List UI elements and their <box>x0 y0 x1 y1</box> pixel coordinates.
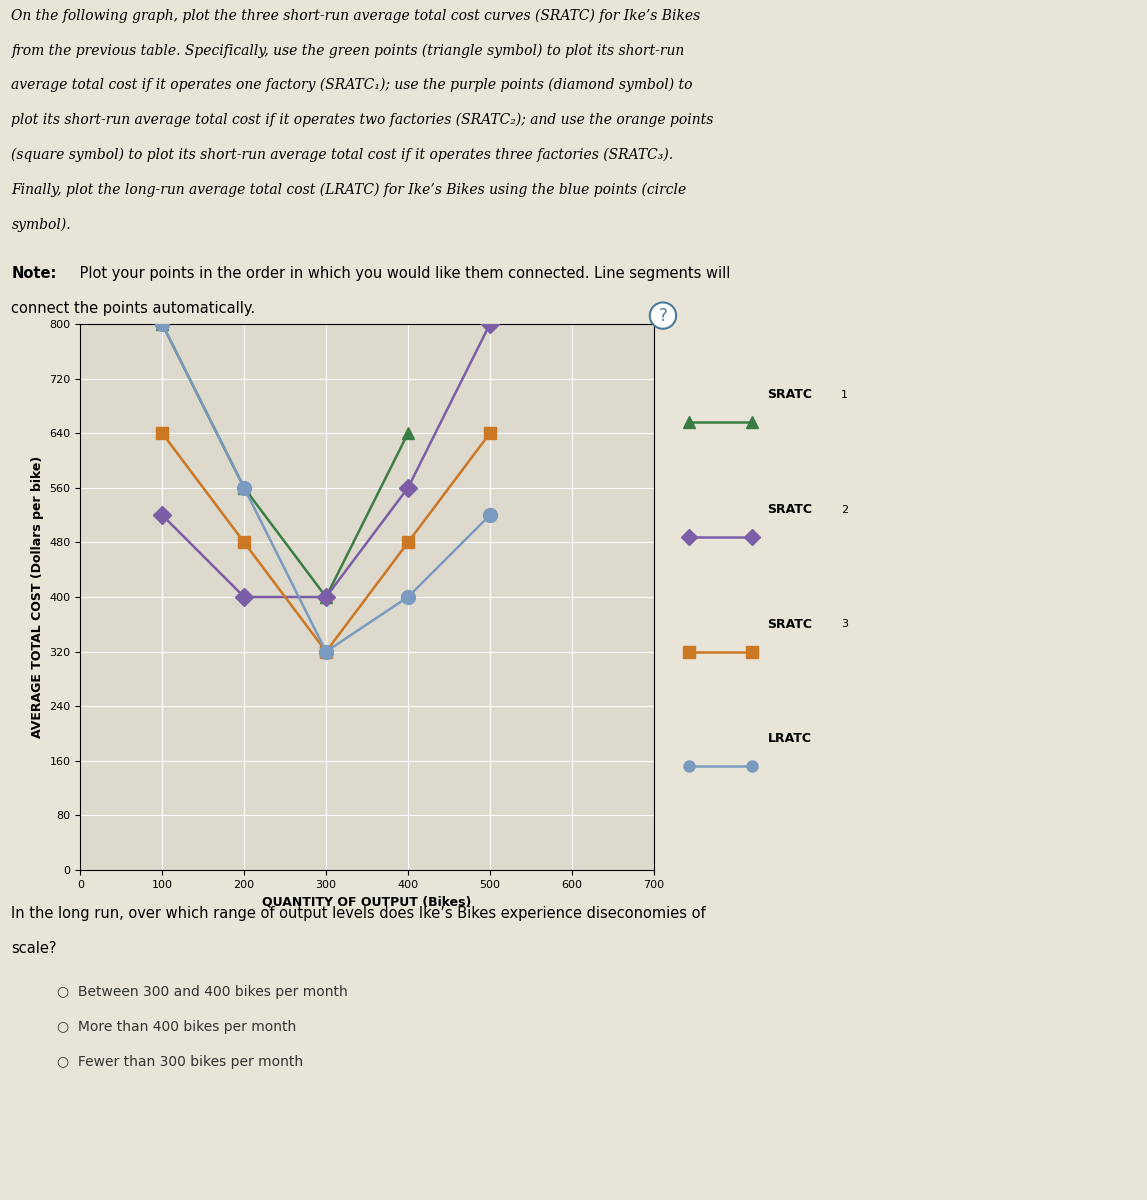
Text: On the following graph, plot the three short-run average total cost curves (SRAT: On the following graph, plot the three s… <box>11 8 701 23</box>
X-axis label: QUANTITY OF OUTPUT (Bikes): QUANTITY OF OUTPUT (Bikes) <box>263 895 471 908</box>
Text: plot its short-run average total cost if it operates two factories (SRATC₂); and: plot its short-run average total cost if… <box>11 113 713 127</box>
Text: connect the points automatically.: connect the points automatically. <box>11 301 256 316</box>
Text: In the long run, over which range of output levels does Ike’s Bikes experience d: In the long run, over which range of out… <box>11 906 707 922</box>
Text: ○  Fewer than 300 bikes per month: ○ Fewer than 300 bikes per month <box>57 1055 304 1069</box>
Text: symbol).: symbol). <box>11 217 71 232</box>
Text: LRATC: LRATC <box>767 732 812 745</box>
Text: average total cost if it operates one factory (SRATC₁); use the purple points (d: average total cost if it operates one fa… <box>11 78 693 92</box>
Text: 3: 3 <box>841 619 848 629</box>
Text: 2: 2 <box>841 505 848 515</box>
Text: from the previous table. Specifically, use the green points (triangle symbol) to: from the previous table. Specifically, u… <box>11 43 685 58</box>
Y-axis label: AVERAGE TOTAL COST (Dollars per bike): AVERAGE TOTAL COST (Dollars per bike) <box>31 456 44 738</box>
Text: SRATC: SRATC <box>767 503 812 516</box>
Text: ○  Between 300 and 400 bikes per month: ○ Between 300 and 400 bikes per month <box>57 985 348 1000</box>
Text: Plot your points in the order in which you would like them connected. Line segme: Plot your points in the order in which y… <box>75 266 729 281</box>
Text: ?: ? <box>658 306 668 324</box>
Text: SRATC: SRATC <box>767 389 812 402</box>
Text: SRATC: SRATC <box>767 618 812 631</box>
Text: 1: 1 <box>841 390 848 400</box>
Text: Finally, plot the long-run average total cost (LRATC) for Ike’s Bikes using the : Finally, plot the long-run average total… <box>11 182 687 197</box>
Text: ○  More than 400 bikes per month: ○ More than 400 bikes per month <box>57 1020 297 1034</box>
Text: scale?: scale? <box>11 941 57 955</box>
Text: Note:: Note: <box>11 266 57 281</box>
Text: (square symbol) to plot its short-run average total cost if it operates three fa: (square symbol) to plot its short-run av… <box>11 148 673 162</box>
